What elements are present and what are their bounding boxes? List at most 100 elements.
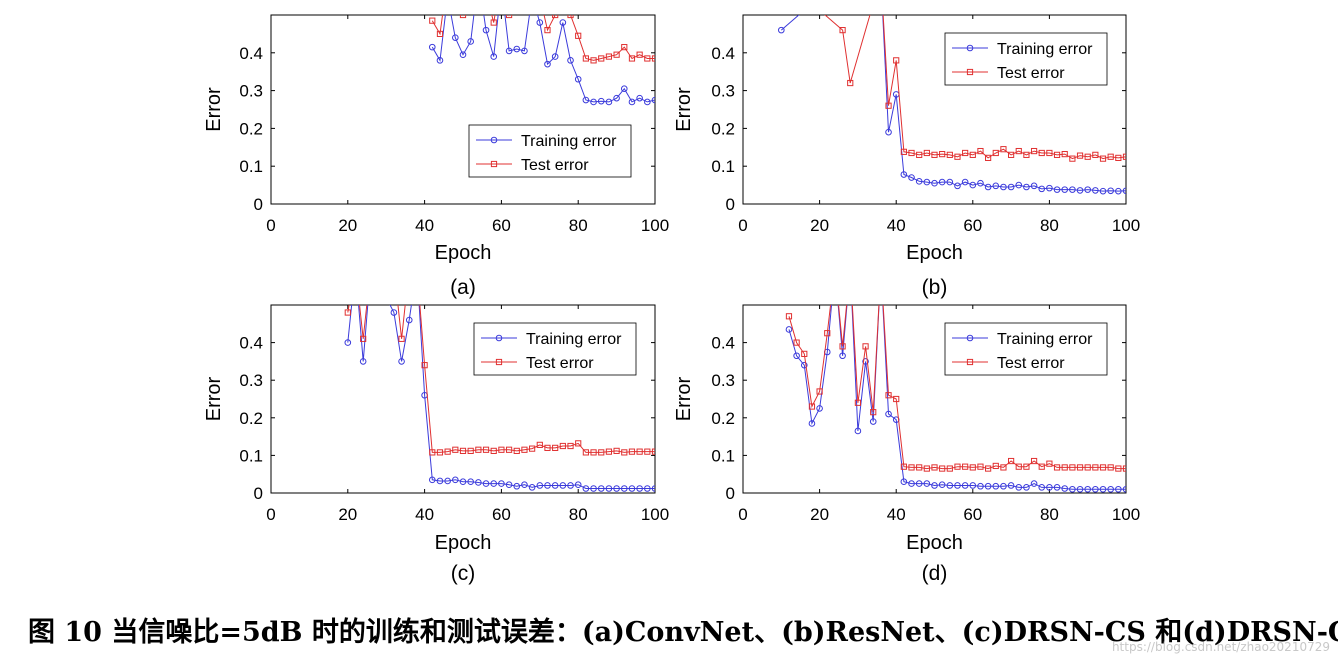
- training-error-point: [1046, 484, 1053, 491]
- training-error-point: [452, 34, 459, 41]
- training-error-point: [808, 420, 816, 427]
- training-error-point: [1076, 485, 1084, 493]
- test-error-point: [1008, 457, 1015, 465]
- y-tick-label-b: 0: [726, 195, 735, 214]
- test-error-point: [414, 265, 419, 270]
- training-error-point: [597, 97, 605, 105]
- chart-panel-a: 0 20 40 60 80 100 0 0.1 0.2 0.3 0.4 Epoch Error (a) Tr…: [203, 14, 669, 299]
- test-error-point: [862, 343, 869, 350]
- training-error-point: [490, 480, 498, 487]
- test-error-point: [1122, 153, 1126, 160]
- training-error-point: [1007, 482, 1015, 489]
- training-error-point: [559, 19, 567, 26]
- training-error-point: [832, 265, 838, 271]
- x-tick-label-d: 0: [738, 505, 747, 524]
- test-error-point: [878, 265, 883, 270]
- training-error-point: [1030, 480, 1038, 487]
- test-error-point: [908, 149, 915, 157]
- test-error-point: [969, 151, 976, 158]
- training-error-point: [946, 482, 954, 489]
- training-error-point: [1099, 485, 1107, 493]
- test-error-point: [490, 19, 497, 26]
- training-error-point: [605, 98, 613, 106]
- test-error-point: [621, 44, 628, 51]
- test-error-point: [544, 444, 551, 451]
- training-error-point: [582, 96, 590, 104]
- test-error-point: [429, 17, 436, 24]
- y-tick-label-b: 0.3: [711, 82, 735, 101]
- training-error-point: [969, 482, 977, 489]
- y-tick-label-b: 0.4: [711, 44, 735, 63]
- panel-label-b: (b): [922, 276, 948, 299]
- test-error-point: [459, 447, 467, 454]
- training-error-point: [475, 479, 482, 486]
- test-error-point: [559, 442, 566, 450]
- chart-panel-d: 0 20 40 60 80 100 0 0.1 0.2 0.3 0.4 Epoch Error (d) Tr…: [673, 265, 1140, 585]
- test-error-point: [436, 30, 444, 37]
- training-error-point: [636, 485, 643, 492]
- test-error-point: [923, 465, 930, 472]
- test-error-point: [421, 362, 428, 369]
- training-error-point: [1015, 484, 1023, 491]
- training-error-point: [490, 53, 498, 60]
- legend-a: Training error Test error: [468, 124, 632, 178]
- training-error-point: [1076, 187, 1084, 194]
- x-tick-label-a: 60: [492, 216, 511, 235]
- test-error-point: [992, 462, 999, 470]
- training-error-point: [1030, 182, 1038, 190]
- x-tick-label-b: 0: [738, 216, 747, 235]
- series-group-d: [785, 265, 1126, 493]
- x-tick-label-a: 0: [266, 216, 275, 235]
- test-error-point: [1008, 151, 1015, 158]
- x-tick-label-c: 80: [569, 505, 588, 524]
- test-error-point: [1084, 153, 1091, 160]
- x-tick-label-c: 60: [492, 505, 511, 524]
- training-error-point: [521, 47, 528, 55]
- test-error-point: [908, 464, 915, 471]
- training-error-point: [1038, 185, 1046, 193]
- training-error-point: [1084, 485, 1091, 493]
- training-error-point: [915, 480, 923, 487]
- test-error-point: [1069, 464, 1076, 471]
- training-error-point: [954, 482, 961, 489]
- y-axis-label-c: Error: [203, 376, 225, 421]
- test-error-point: [954, 153, 961, 160]
- test-error-point: [801, 350, 808, 357]
- training-error-point: [961, 178, 969, 186]
- training-error-point: [628, 98, 636, 106]
- legend-box-b: [944, 32, 1108, 86]
- test-error-point: [1046, 149, 1053, 157]
- training-error-point: [353, 265, 359, 271]
- legend-test-marker: [495, 358, 503, 366]
- test-error-point: [544, 27, 551, 34]
- legend-test-label: Test error: [997, 65, 1065, 82]
- training-error-point: [544, 60, 551, 68]
- test-error-point: [1092, 464, 1099, 471]
- test-error-point: [407, 265, 412, 270]
- training-error-point: [1053, 484, 1061, 491]
- training-error-point: [1046, 184, 1053, 192]
- training-error-point: [1038, 484, 1046, 491]
- training-error-point: [977, 179, 984, 187]
- test-error-point: [824, 330, 831, 337]
- training-error-point: [878, 265, 884, 271]
- test-error-point: [429, 449, 436, 456]
- test-error-point: [931, 464, 938, 471]
- training-error-point: [428, 43, 436, 51]
- x-tick-label-c: 20: [338, 505, 357, 524]
- test-error-point: [590, 57, 597, 64]
- training-error-point: [1023, 484, 1030, 491]
- x-tick-label-b: 20: [810, 216, 829, 235]
- legend-training-label: Training error: [997, 41, 1093, 58]
- legend-box-a: [468, 124, 632, 178]
- test-error-point: [636, 51, 643, 58]
- test-error-point: [962, 463, 969, 470]
- y-tick-label-a: 0.3: [239, 82, 263, 101]
- training-error-point: [839, 352, 846, 360]
- test-error-point: [582, 55, 589, 62]
- training-error-point: [931, 179, 938, 187]
- training-error-point: [559, 482, 567, 489]
- test-error-point: [793, 339, 800, 346]
- test-error-point: [467, 447, 474, 454]
- test-error-point: [651, 55, 655, 62]
